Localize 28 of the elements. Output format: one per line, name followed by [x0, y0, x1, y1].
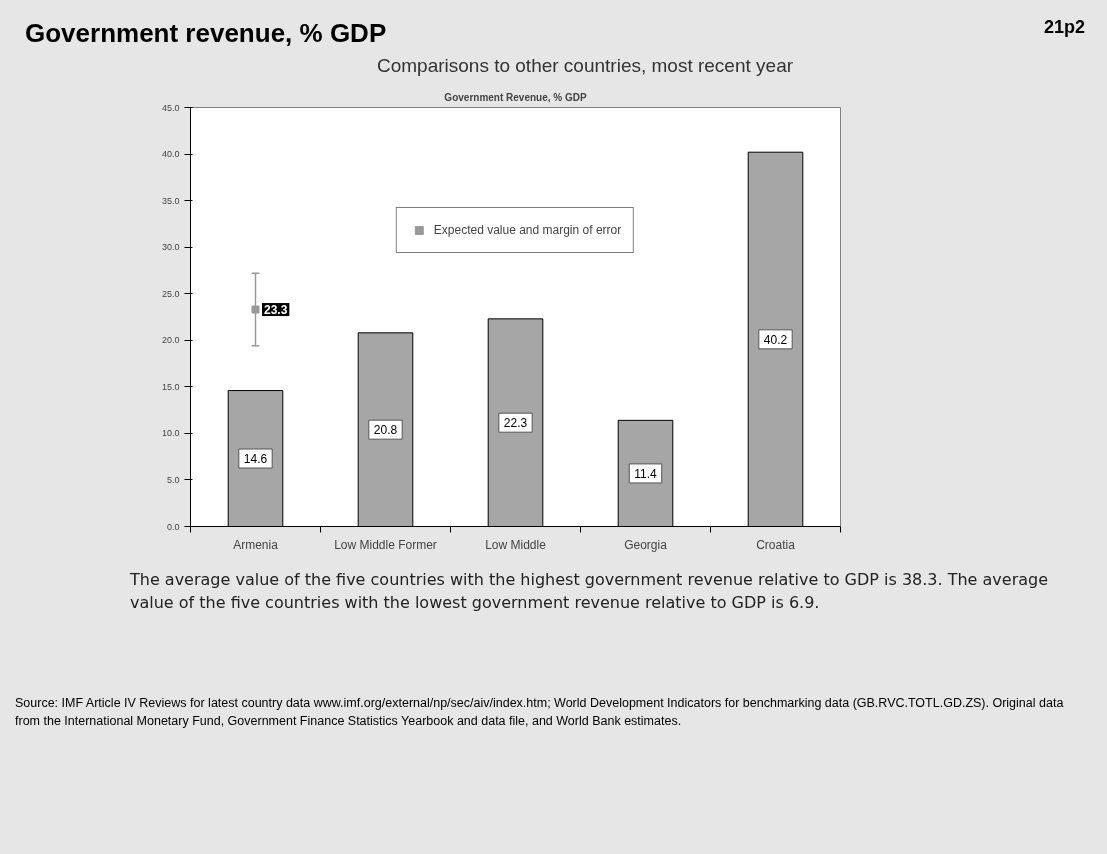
y-tick-label: 45.0	[161, 102, 180, 113]
y-tick-label: 15.0	[161, 382, 180, 393]
y-tick-label: 5.0	[166, 475, 180, 486]
y-tick-label: 35.0	[161, 195, 180, 206]
text: The average value of the five countries with the highest government revenue relative to GDP is 38.3. The average value of the five countries with the lowest government revenue relative to GDP is 6.9.	[130, 569, 1050, 615]
y-tick-label: 10.0	[161, 428, 180, 439]
source-note: Source: IMF Article IV Reviews for latest country data www.imf.org/external/np/sec/aiv/index.htm; World Development Indicators for benchmarking data (GB.RVC.TOTL.GD.ZS). Original data from the International Monetary Fund, Government Finance Statistics Yearbook and data file, and World Bank estimates.	[15, 694, 1065, 730]
y-tick-label: 40.0	[161, 149, 180, 160]
text: Government Revenue, % GDP	[444, 91, 587, 103]
legend-label: Expected value and margin of error	[433, 223, 622, 238]
data-label: 23.3	[264, 303, 288, 318]
x-tick-label: Low Middle Former	[334, 537, 437, 552]
y-tick-label: 0.0	[166, 521, 180, 532]
x-tick-label: Georgia	[624, 537, 668, 552]
x-tick-label: Low Middle	[485, 537, 547, 552]
x-tick-label: Croatia	[756, 537, 796, 552]
data-label: 11.4	[634, 467, 658, 482]
data-label: 14.6	[243, 452, 268, 467]
data-label: 20.8	[373, 423, 398, 438]
y-tick-label: 30.0	[161, 242, 180, 253]
text: 21p2	[1043, 16, 1085, 39]
x-tick-label: Armenia	[233, 537, 279, 552]
data-label: 40.2	[763, 333, 788, 348]
data-label: 22.3	[503, 416, 528, 431]
chart-subtitle: Comparisons to other countries, most recent year	[375, 54, 795, 79]
y-tick-label: 25.0	[161, 289, 180, 299]
y-tick-label: 20.0	[161, 335, 180, 346]
chart-title: Government revenue, % GDP	[25, 17, 387, 50]
